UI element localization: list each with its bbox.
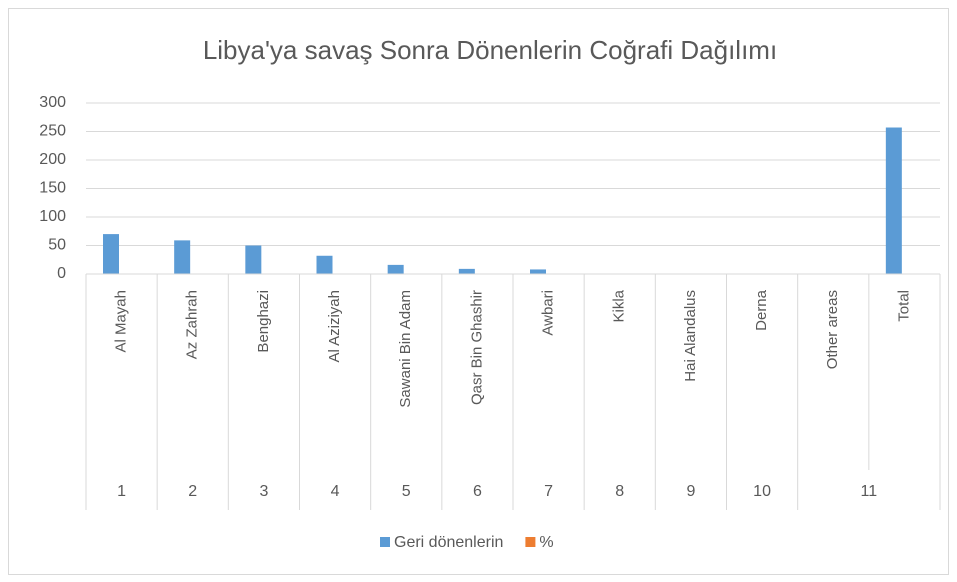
y-tick-label: 0 — [57, 265, 66, 282]
y-tick-label: 300 — [39, 94, 66, 111]
y-tick-label: 200 — [39, 151, 66, 168]
bar — [458, 268, 475, 274]
bar — [530, 269, 546, 274]
x-tick-label: Al Aziziyah — [326, 290, 343, 363]
legend-label: % — [539, 534, 553, 551]
group-label: 4 — [331, 483, 340, 500]
bar — [174, 240, 191, 274]
x-tick-label: Al Mayah — [113, 290, 130, 353]
group-label: 6 — [473, 483, 482, 500]
x-tick-label: Awbari — [540, 290, 557, 336]
legend-label: Geri dönenlerin — [394, 534, 503, 551]
group-label: 8 — [615, 483, 624, 500]
legend-swatch — [525, 537, 536, 547]
x-tick-label: Sawani Bin Adam — [397, 290, 414, 408]
bar — [103, 234, 119, 274]
y-tick-label: 50 — [48, 237, 66, 254]
bar — [245, 245, 262, 274]
group-label: 9 — [686, 483, 695, 500]
bar — [885, 127, 902, 274]
bar — [387, 264, 404, 274]
group-label: 3 — [259, 483, 268, 500]
y-tick-label: 150 — [39, 180, 66, 197]
x-tick-label: Qasr Bin Ghashir — [468, 290, 485, 405]
legend-swatch — [380, 537, 390, 547]
group-label: 2 — [188, 483, 197, 500]
x-tick-label: Hai Alandalus — [682, 290, 699, 382]
y-tick-label: 100 — [39, 208, 66, 225]
group-label: 11 — [861, 483, 878, 500]
chart-title: Libya'ya savaş Sonra Dönenlerin Coğrafi … — [203, 35, 777, 65]
group-label: 10 — [753, 483, 771, 500]
bar — [316, 255, 333, 274]
group-label: 5 — [402, 483, 411, 500]
x-tick-label: Az Zahrah — [184, 290, 201, 359]
x-tick-label: Benghazi — [255, 290, 272, 353]
x-tick-label: Total — [895, 290, 912, 322]
group-label: 7 — [544, 483, 553, 500]
x-tick-label: Derna — [753, 289, 770, 331]
y-tick-label: 250 — [39, 123, 66, 140]
group-label: 1 — [117, 483, 126, 500]
x-tick-label: Kikla — [611, 289, 628, 322]
x-tick-label: Other areas — [824, 290, 841, 369]
